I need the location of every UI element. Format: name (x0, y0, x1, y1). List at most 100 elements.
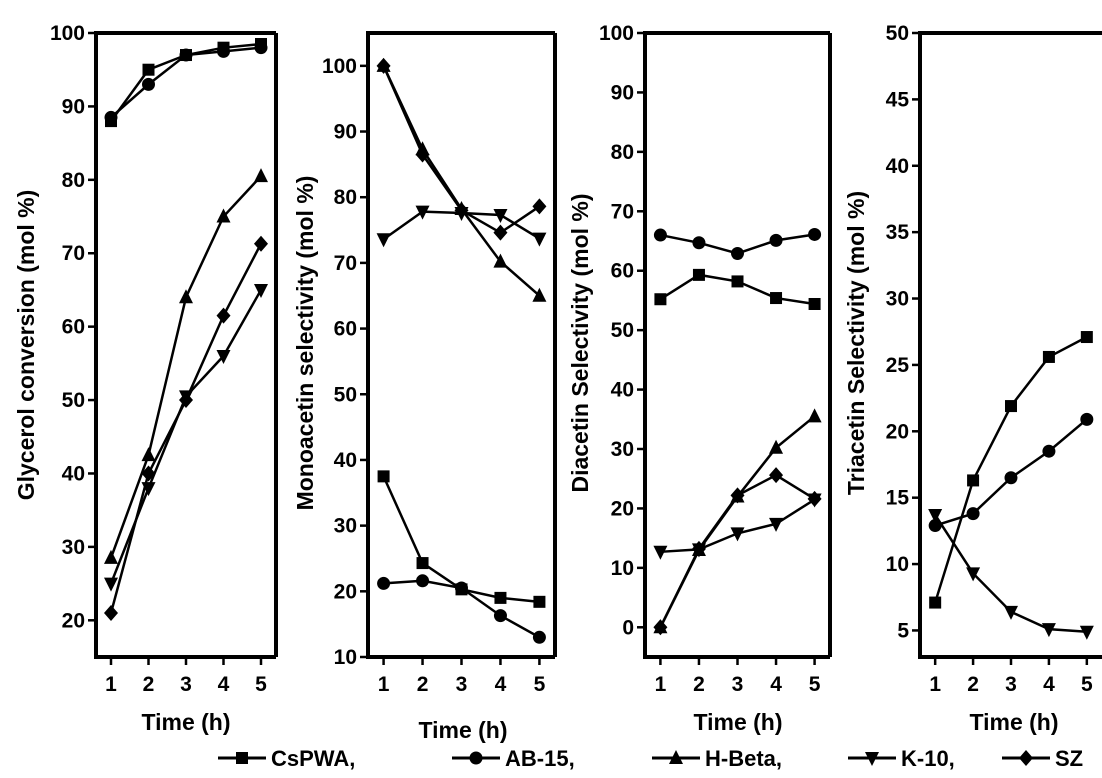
x-tick-label: 1 (378, 673, 390, 696)
data-point (376, 57, 391, 74)
data-point (770, 292, 783, 305)
x-tick-label: 4 (495, 673, 507, 696)
x-axis-title: Time (h) (141, 709, 230, 735)
series-line (109, 289, 263, 585)
y-tick-label: 10 (611, 557, 634, 580)
y-tick-label: 40 (62, 462, 85, 485)
series-line (933, 335, 1088, 603)
data-point (1004, 605, 1018, 620)
data-point (769, 233, 783, 247)
data-point (730, 487, 745, 504)
data-point (454, 202, 469, 219)
x-tick-label: 2 (417, 673, 429, 696)
plot-frame (918, 31, 1102, 659)
data-point (929, 596, 942, 609)
legend-marker (236, 752, 248, 764)
series-k-10 (928, 508, 1094, 640)
data-point (415, 146, 430, 163)
data-point (1042, 444, 1056, 458)
data-point (769, 467, 784, 484)
y-tick-label: 20 (62, 609, 85, 632)
series-sz (376, 57, 547, 241)
y-tick-label: 100 (322, 55, 357, 78)
x-tick-label: 5 (255, 673, 267, 696)
legend-item: CsPWA, (218, 746, 355, 771)
data-point (1080, 412, 1094, 426)
panel-monoacetin-selectivity: Monoacetin selectivity (mol %) Time (h) … (292, 31, 557, 743)
series-line (109, 175, 262, 559)
y-tick-label: 60 (611, 260, 634, 283)
data-point (142, 77, 155, 91)
data-point (966, 507, 980, 521)
series-h-beta (653, 408, 822, 634)
x-axis-title: Time (h) (693, 709, 782, 735)
data-point (493, 253, 508, 268)
data-point (254, 235, 268, 252)
data-point (532, 232, 547, 247)
series-ab-15 (104, 41, 268, 124)
x-tick-label: 3 (456, 673, 468, 696)
data-point (416, 574, 430, 588)
data-point (376, 233, 391, 248)
series-cspwa (929, 331, 1093, 609)
y-tick-label: 15 (886, 487, 910, 510)
panel-diacetin-selectivity: Diacetin Selectivity (mol %) Time (h) 0 1… (567, 22, 832, 735)
legend-item: K-10, (848, 746, 955, 771)
x-tick-label: 3 (1005, 673, 1017, 696)
y-tick-label: 70 (334, 252, 357, 275)
legend-marker (669, 750, 683, 764)
y-tick-label: 30 (886, 288, 909, 311)
data-point (533, 595, 546, 608)
data-point (216, 307, 231, 324)
data-point (1042, 350, 1055, 363)
data-point (141, 465, 156, 482)
data-point (415, 205, 430, 220)
y-tick-label: 90 (611, 81, 634, 104)
legend-marker (865, 752, 879, 766)
y-tick-label: 50 (62, 389, 85, 412)
x-tick-label: 1 (929, 673, 941, 696)
data-point (532, 287, 547, 302)
series-line (659, 415, 816, 628)
y-tick-label: 50 (611, 319, 634, 342)
data-point (808, 297, 821, 310)
y-tick-label: 20 (334, 580, 357, 603)
data-point (179, 48, 193, 62)
panel-triacetin-selectivity: Triacetin Selectivity (mol %) Time (h) 5… (843, 22, 1102, 735)
x-tick-label: 2 (967, 673, 979, 696)
data-point (966, 567, 981, 582)
legend-label: H-Beta, (705, 746, 782, 771)
legend-marker (1019, 750, 1033, 766)
data-point (928, 508, 943, 523)
y-tick-label: 80 (62, 169, 85, 192)
y-tick-label: 90 (334, 121, 357, 144)
y-tick-label: 80 (334, 186, 357, 209)
y-tick-label: 0 (622, 616, 634, 639)
series-line (660, 498, 816, 554)
data-point (141, 447, 156, 462)
data-point (692, 268, 705, 281)
data-point (691, 540, 706, 557)
data-point (254, 41, 268, 55)
panel-glycerol-conversion: Glycerol conversion (mol %) Time (h) 20 3… (13, 22, 278, 735)
data-point (807, 408, 822, 423)
y-tick-label: 90 (62, 95, 85, 118)
y-tick-label: 25 (886, 354, 910, 377)
y-axis-title: Glycerol conversion (mol %) (13, 190, 39, 501)
data-point (254, 283, 268, 298)
y-axis-title: Diacetin Selectivity (mol %) (567, 193, 593, 492)
data-point (532, 198, 547, 215)
legend-item: H-Beta, (652, 746, 782, 771)
series-line (382, 65, 541, 297)
y-tick-label: 30 (62, 536, 85, 559)
y-tick-label: 10 (334, 646, 357, 669)
legend-label: AB-15, (505, 746, 575, 771)
data-point (692, 236, 706, 250)
data-point (254, 168, 268, 183)
data-point (377, 470, 390, 483)
y-tick-label: 35 (886, 221, 910, 244)
legend-label: SZ (1055, 746, 1083, 771)
data-point (179, 392, 193, 409)
series-sz (104, 235, 268, 621)
